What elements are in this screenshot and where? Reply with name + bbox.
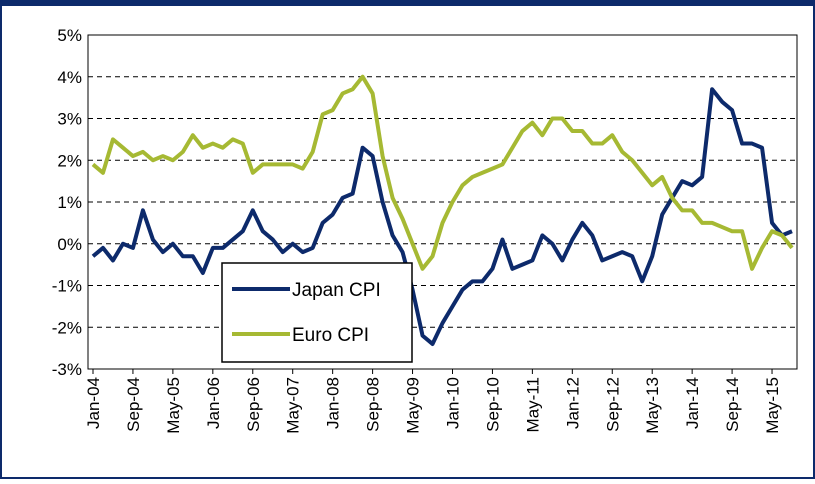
x-tick-label: Jan-04 <box>84 377 103 429</box>
plot-border <box>87 34 798 370</box>
x-tick-label: Jan-10 <box>443 377 462 429</box>
y-tick-label: -1% <box>52 277 82 296</box>
legend-box <box>221 262 413 363</box>
y-tick-label: 3% <box>57 110 82 129</box>
x-tick-label: May-15 <box>763 377 782 434</box>
y-tick-label: 1% <box>57 193 82 212</box>
y-tick-label: 5% <box>57 26 82 45</box>
x-tick-label: Sep-04 <box>124 377 143 432</box>
x-tick-label: Sep-14 <box>723 377 742 432</box>
top-bar <box>0 0 815 6</box>
x-tick-label: May-05 <box>164 377 183 434</box>
x-tick-label: Sep-08 <box>364 377 383 432</box>
x-tick-label: May-13 <box>643 377 662 434</box>
legend: Japan CPI Euro CPI <box>221 262 413 363</box>
x-tick-label: Sep-12 <box>603 377 622 432</box>
series-line <box>91 74 794 271</box>
x-tick-label: Sep-06 <box>244 377 263 432</box>
y-tick-label: 4% <box>57 68 82 87</box>
x-tick-label: May-07 <box>284 377 303 434</box>
series-line <box>91 87 793 346</box>
x-tick-label: Jan-14 <box>683 377 702 429</box>
legend-label: Japan CPI <box>292 280 381 301</box>
x-tick-label: May-11 <box>523 377 542 432</box>
y-tick-label: 0% <box>57 235 82 254</box>
y-tick-label: -3% <box>52 360 82 379</box>
x-tick-label: Sep-10 <box>483 377 502 432</box>
labels: -3% -2% -1% 0% 1% 2% 3% 4% 5% Jan-04 Sep-04 May-05 J… <box>52 26 782 434</box>
y-tick-label: -2% <box>52 318 82 337</box>
y-tick-label: 2% <box>57 151 82 170</box>
x-tick-label: Jan-12 <box>563 377 582 429</box>
x-tick-label: Jan-08 <box>324 377 343 429</box>
legend-label: Euro CPI <box>292 325 369 346</box>
x-tick-label: May-09 <box>404 377 423 434</box>
lines <box>91 74 794 346</box>
x-tick-label: Jan-06 <box>204 377 223 429</box>
